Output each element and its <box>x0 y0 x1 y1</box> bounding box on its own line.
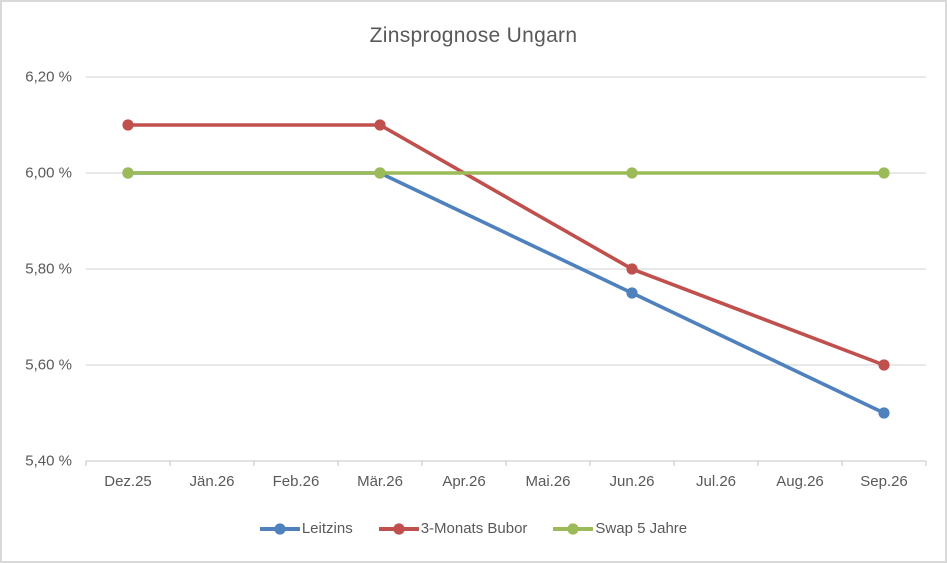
chart-title: Zinsprognose Ungarn <box>369 24 578 47</box>
x-tick-label: Aug.26 <box>776 473 824 490</box>
x-tick-label: Apr.26 <box>442 473 486 490</box>
series-marker <box>122 167 134 179</box>
y-tick-label: 5,40 % <box>25 452 72 470</box>
series-marker <box>626 167 638 179</box>
series-marker <box>122 119 134 131</box>
series-marker <box>878 407 890 419</box>
legend-marker-icon <box>553 522 594 535</box>
x-tick-label: Jän.26 <box>189 473 235 490</box>
x-tick-label: Jun.26 <box>609 473 655 490</box>
legend-marker-icon <box>259 522 300 535</box>
series-line-3-monats-bubor <box>126 123 886 367</box>
legend-marker-icon <box>378 522 419 535</box>
x-tick-label: Feb.26 <box>272 473 320 490</box>
y-tick-label: 6,00 % <box>25 164 72 182</box>
legend-label: 3-Monats Bubor <box>420 520 528 537</box>
series-marker <box>626 263 638 275</box>
x-tick-label: Mär.26 <box>357 473 403 490</box>
series-marker <box>878 167 890 179</box>
x-tick-label: Dez.25 <box>104 473 152 490</box>
legend-label: Leitzins <box>301 520 353 537</box>
series-marker <box>878 359 890 371</box>
legend-label: Swap 5 Jahre <box>595 520 688 537</box>
series-marker <box>374 119 386 131</box>
y-tick-label: 6,20 % <box>25 68 72 86</box>
series-marker <box>374 167 386 179</box>
series-line-leitzins <box>126 171 886 415</box>
legend-item: 3-Monats Bubor <box>378 520 528 537</box>
x-tick-label: Sep.26 <box>860 473 908 490</box>
legend-item: Swap 5 Jahre <box>553 520 687 537</box>
legend: Leitzins 3-Monats Bubor Swap 5 Jahre <box>2 520 945 537</box>
y-tick-label: 5,80 % <box>25 260 72 278</box>
legend-item: Leitzins <box>259 520 353 537</box>
x-tick-label: Mai.26 <box>525 473 571 490</box>
series-marker <box>626 287 638 299</box>
x-tick-label: Jul.26 <box>695 473 737 490</box>
y-tick-label: 5,60 % <box>25 356 72 374</box>
